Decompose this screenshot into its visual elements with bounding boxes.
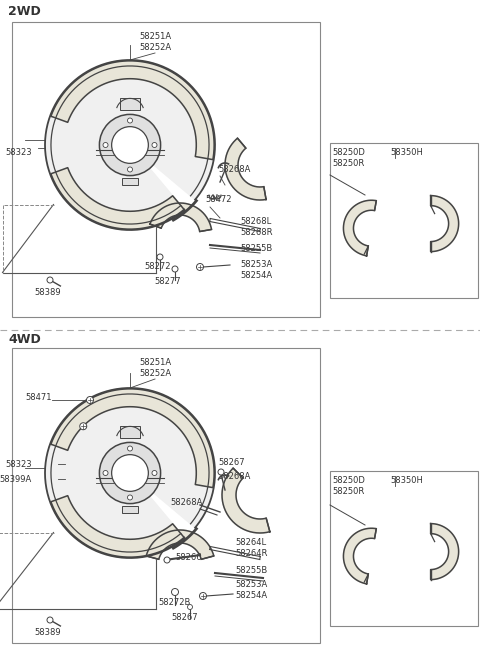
Circle shape [128, 167, 132, 172]
Circle shape [86, 397, 94, 403]
Text: 58399A: 58399A [0, 475, 32, 484]
Text: 58264R: 58264R [235, 549, 267, 558]
Bar [330, 143, 478, 298]
Text: 58389: 58389 [35, 288, 61, 297]
Circle shape [152, 470, 157, 476]
Text: 58264L: 58264L [235, 538, 266, 547]
Text: 58350H: 58350H [390, 476, 423, 485]
Circle shape [47, 277, 53, 283]
Bar [120, 426, 140, 438]
Text: 58272B: 58272B [159, 598, 191, 607]
Circle shape [112, 127, 148, 164]
Text: 58277: 58277 [155, 277, 181, 286]
Circle shape [103, 143, 108, 148]
Text: 58251A: 58251A [139, 358, 171, 367]
Text: 58250D: 58250D [332, 476, 365, 485]
Bar [122, 506, 138, 512]
Circle shape [164, 557, 170, 563]
Circle shape [99, 442, 161, 504]
Polygon shape [222, 468, 270, 533]
Circle shape [188, 604, 192, 610]
Circle shape [47, 617, 53, 623]
Polygon shape [51, 389, 214, 487]
Text: 58268L: 58268L [240, 217, 271, 226]
Text: 58255B: 58255B [240, 244, 272, 253]
Text: 2WD: 2WD [8, 5, 41, 18]
Text: 58251A: 58251A [139, 32, 171, 41]
Circle shape [128, 446, 132, 451]
Text: 58253A: 58253A [240, 260, 272, 269]
Polygon shape [45, 60, 215, 230]
Text: 58267: 58267 [172, 613, 198, 622]
Text: 58252A: 58252A [139, 369, 171, 378]
Circle shape [112, 455, 148, 491]
Bar [12, 22, 320, 317]
Polygon shape [51, 495, 184, 557]
Circle shape [128, 495, 132, 500]
Text: 58272: 58272 [145, 262, 171, 271]
Bar [122, 177, 138, 185]
Bar [330, 471, 478, 626]
Text: 58323: 58323 [5, 148, 32, 157]
Text: 58350H: 58350H [390, 148, 423, 157]
Circle shape [99, 114, 161, 175]
Polygon shape [146, 530, 214, 559]
Text: 58471: 58471 [25, 393, 52, 402]
Polygon shape [431, 196, 458, 252]
Text: 58254A: 58254A [240, 271, 272, 280]
Polygon shape [150, 203, 212, 231]
Text: 58250D: 58250D [332, 148, 365, 157]
Text: 58252A: 58252A [139, 43, 171, 52]
Circle shape [103, 470, 108, 476]
Text: 58389: 58389 [35, 628, 61, 637]
Polygon shape [51, 168, 184, 229]
Text: 58250R: 58250R [332, 487, 364, 496]
Circle shape [196, 263, 204, 271]
Polygon shape [45, 388, 215, 558]
Bar [120, 99, 140, 110]
Text: 58250R: 58250R [332, 159, 364, 168]
Polygon shape [431, 524, 458, 579]
Circle shape [157, 254, 163, 260]
Text: 58267: 58267 [218, 458, 245, 467]
Text: 58255B: 58255B [235, 566, 267, 575]
Text: 58253A: 58253A [235, 580, 267, 589]
Polygon shape [225, 138, 266, 200]
Bar [12, 348, 320, 643]
Circle shape [171, 589, 179, 595]
Circle shape [80, 422, 87, 430]
Circle shape [128, 118, 132, 123]
Text: 58472: 58472 [205, 195, 231, 204]
Circle shape [200, 593, 206, 599]
Circle shape [152, 143, 157, 148]
Text: 58254A: 58254A [235, 591, 267, 600]
Polygon shape [51, 61, 214, 160]
Text: 58268A: 58268A [218, 165, 251, 174]
Circle shape [218, 469, 224, 475]
Text: 58268R: 58268R [240, 228, 273, 237]
Text: 58266: 58266 [175, 553, 202, 562]
Text: 58323: 58323 [5, 460, 32, 469]
Text: 58268A: 58268A [218, 472, 251, 481]
Polygon shape [344, 200, 376, 256]
Circle shape [172, 266, 178, 272]
Text: 4WD: 4WD [8, 333, 41, 346]
Polygon shape [344, 528, 376, 584]
Text: 58268A: 58268A [170, 498, 203, 507]
